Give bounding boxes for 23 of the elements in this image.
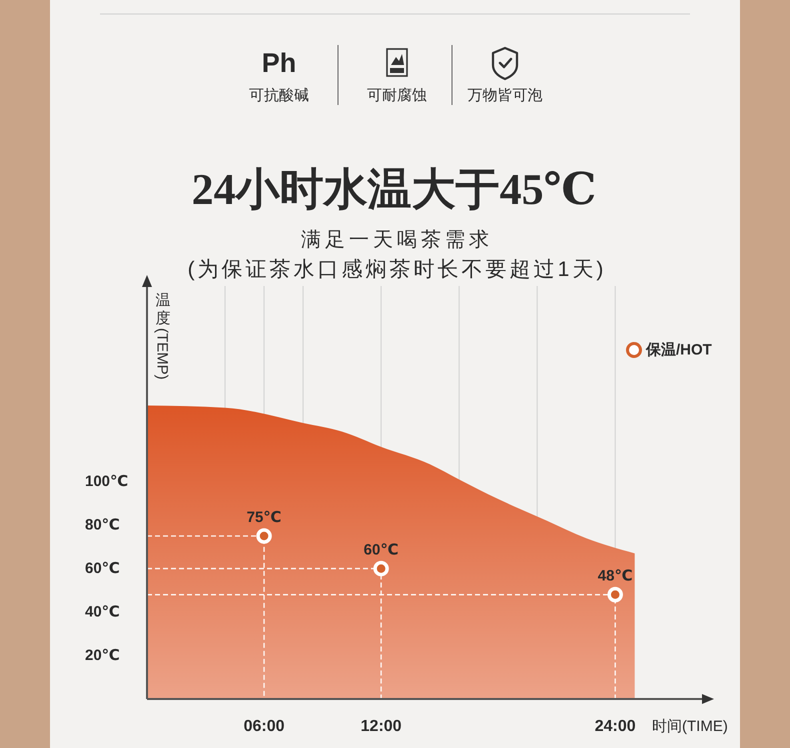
data-label: 48℃ — [598, 568, 633, 585]
text: 可抗酸碱 — [249, 87, 309, 104]
text: 可耐腐蚀 — [367, 87, 427, 104]
point — [373, 560, 389, 576]
text: 万物皆可泡 — [468, 87, 542, 104]
y-tick-label: 60℃ — [85, 560, 120, 578]
data-label: 75℃ — [246, 508, 282, 526]
x-tick-label: 12:00 — [360, 718, 402, 735]
x-tick-label: 24:00 — [594, 718, 636, 735]
y-tick-label: 20℃ — [85, 647, 120, 664]
point — [607, 586, 623, 602]
text: Ph — [262, 48, 296, 78]
y-tick-label: 40℃ — [85, 604, 120, 621]
x-tick-label: 06:00 — [244, 718, 285, 735]
legend-label: 保温/HOT — [645, 342, 712, 358]
point — [256, 528, 272, 544]
data-label: 60℃ — [364, 542, 399, 559]
y-tick-label: 100℃ — [85, 473, 128, 490]
y-axis-title: 温度(TEMP) — [154, 292, 171, 380]
x-axis-title: 时间(TIME) — [652, 718, 728, 735]
chart-title: 24小时水温大于45℃ — [192, 165, 596, 214]
y-tick-label: 80℃ — [85, 516, 120, 534]
chart-subtitle: 满足一天喝茶需求 (为保证茶水口感焖茶时长不要超过1天) — [188, 229, 606, 281]
